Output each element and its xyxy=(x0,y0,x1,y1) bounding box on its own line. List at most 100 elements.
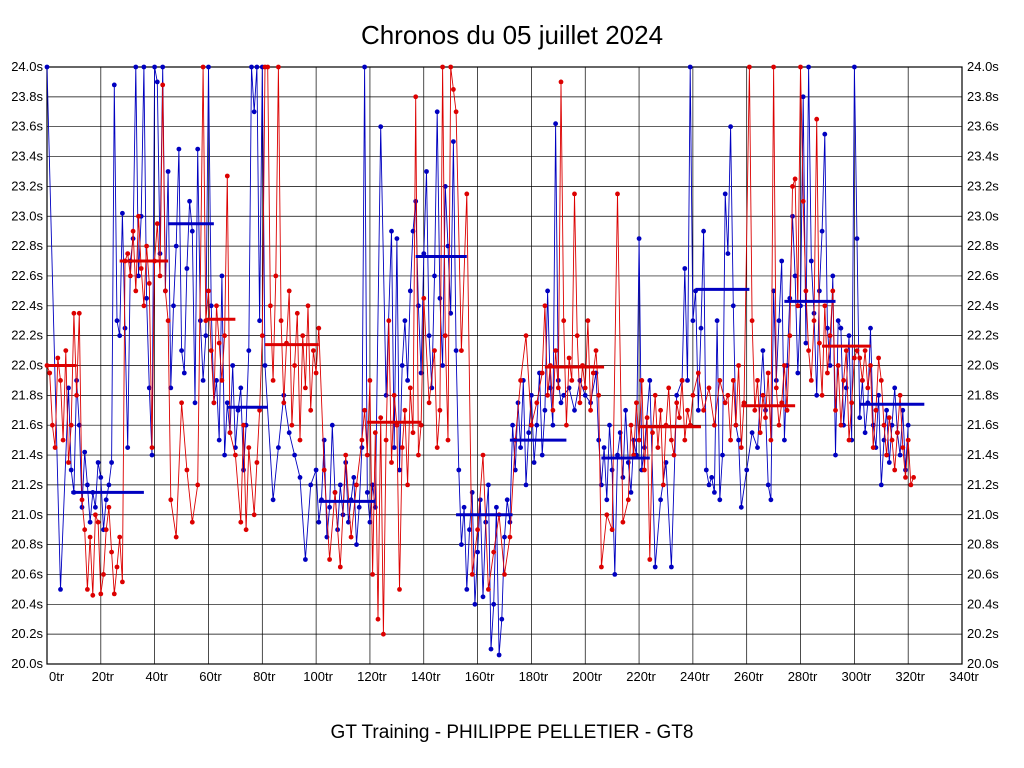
laps-blue-point xyxy=(397,467,402,473)
laps-blue-point xyxy=(806,64,811,70)
laps-red-point xyxy=(787,333,793,339)
laps-blue-point xyxy=(854,236,860,242)
laps-blue-point xyxy=(103,497,109,503)
laps-blue-point xyxy=(876,392,881,398)
laps-blue-point xyxy=(838,325,844,331)
laps-red-point xyxy=(814,116,820,122)
laps-blue-point xyxy=(402,318,408,324)
laps-blue-point xyxy=(776,318,782,324)
laps-red-point xyxy=(300,333,306,339)
laps-red-point xyxy=(233,452,238,458)
laps-red-point xyxy=(442,333,448,339)
laps-red-point xyxy=(362,407,367,413)
laps-blue-point xyxy=(399,363,405,368)
laps-blue-point xyxy=(706,482,712,488)
laps-red-point xyxy=(270,378,276,383)
laps-blue-point xyxy=(725,251,731,256)
laps-red-point xyxy=(652,392,658,398)
y-axis-tick-label-left: 24.0s xyxy=(11,59,43,74)
laps-blue-point xyxy=(74,378,79,383)
laps-red-point xyxy=(389,460,394,465)
laps-red-point xyxy=(219,378,225,383)
laps-blue-point xyxy=(356,504,362,510)
laps-red-point xyxy=(251,512,257,518)
laps-blue-point xyxy=(601,445,607,450)
laps-red-point xyxy=(184,467,190,473)
laps-red-point xyxy=(453,109,459,115)
laps-blue-point xyxy=(749,430,755,436)
laps-red-point xyxy=(558,79,564,85)
laps-red-point xyxy=(305,303,311,309)
laps-red-point xyxy=(195,482,201,488)
laps-red-point xyxy=(381,631,386,637)
laps-blue-point xyxy=(615,452,620,458)
laps-blue-point xyxy=(173,243,179,249)
laps-red-point xyxy=(865,385,871,391)
laps-blue-point xyxy=(270,497,276,503)
laps-blue-point xyxy=(572,407,577,413)
laps-blue-point xyxy=(695,407,701,413)
laps-blue-point xyxy=(628,490,634,495)
laps-red-point xyxy=(806,348,811,353)
laps-red-point xyxy=(241,422,246,428)
x-axis-tick-label: 240tr xyxy=(680,669,710,684)
laps-blue-point xyxy=(905,422,911,428)
laps-blue-point xyxy=(189,228,195,234)
laps-red-point xyxy=(464,191,470,197)
laps-red-point xyxy=(895,430,900,436)
laps-blue-point xyxy=(329,422,335,428)
laps-red-point xyxy=(144,243,150,249)
laps-blue-point xyxy=(526,430,532,436)
laps-red-point xyxy=(574,333,580,339)
laps-blue-point xyxy=(125,445,131,450)
laps-red-point xyxy=(375,616,381,622)
laps-blue-point xyxy=(835,318,841,324)
laps-red-point xyxy=(297,437,303,443)
laps-red-point xyxy=(553,348,558,353)
laps-blue-point xyxy=(378,124,384,130)
laps-blue-point xyxy=(636,236,642,242)
laps-red-point xyxy=(596,392,602,398)
x-axis-tick-label: 260tr xyxy=(734,669,764,684)
laps-blue-point xyxy=(459,542,464,547)
laps-red-point xyxy=(827,333,833,339)
y-axis-tick-label-left: 23.0s xyxy=(11,208,43,223)
laps-red-point xyxy=(154,221,160,227)
laps-red-point xyxy=(822,303,828,309)
laps-blue-point xyxy=(95,460,101,465)
laps-red-point xyxy=(348,534,354,540)
laps-red-point xyxy=(798,64,803,70)
laps-blue-point xyxy=(623,407,628,413)
laps-blue-point xyxy=(120,210,125,216)
laps-blue-point xyxy=(87,519,93,525)
laps-red-point xyxy=(163,288,168,294)
laps-blue-point xyxy=(612,572,618,577)
laps-blue-point xyxy=(85,482,90,488)
laps-blue-point xyxy=(690,318,696,324)
laps-blue-point xyxy=(892,385,898,391)
laps-red-point xyxy=(445,437,451,443)
laps-blue-point xyxy=(111,82,117,88)
laps-red-point xyxy=(590,370,596,376)
laps-blue-point xyxy=(469,490,475,495)
laps-blue-point xyxy=(542,407,548,413)
laps-blue-point xyxy=(480,594,486,600)
laps-blue-point xyxy=(504,497,510,503)
laps-red-point xyxy=(792,176,798,182)
laps-blue-point xyxy=(582,392,588,398)
laps-red-point xyxy=(294,310,300,316)
laps-blue-point xyxy=(292,452,297,458)
laps-red-point xyxy=(276,64,281,70)
x-axis-tick-label: 220tr xyxy=(626,669,656,684)
y-axis-tick-label-right: 20.8s xyxy=(967,537,999,552)
laps-red-point xyxy=(109,549,114,555)
laps-blue-point xyxy=(426,333,432,339)
x-axis-tick-label: 160tr xyxy=(465,669,495,684)
laps-red-point xyxy=(830,288,836,294)
laps-blue-point xyxy=(488,646,494,652)
laps-blue-point xyxy=(491,601,497,607)
laps-blue-point xyxy=(219,273,225,279)
laps-blue-point xyxy=(558,400,564,406)
laps-blue-point xyxy=(136,273,141,279)
x-axis-tick-label: 40tr xyxy=(145,669,168,684)
